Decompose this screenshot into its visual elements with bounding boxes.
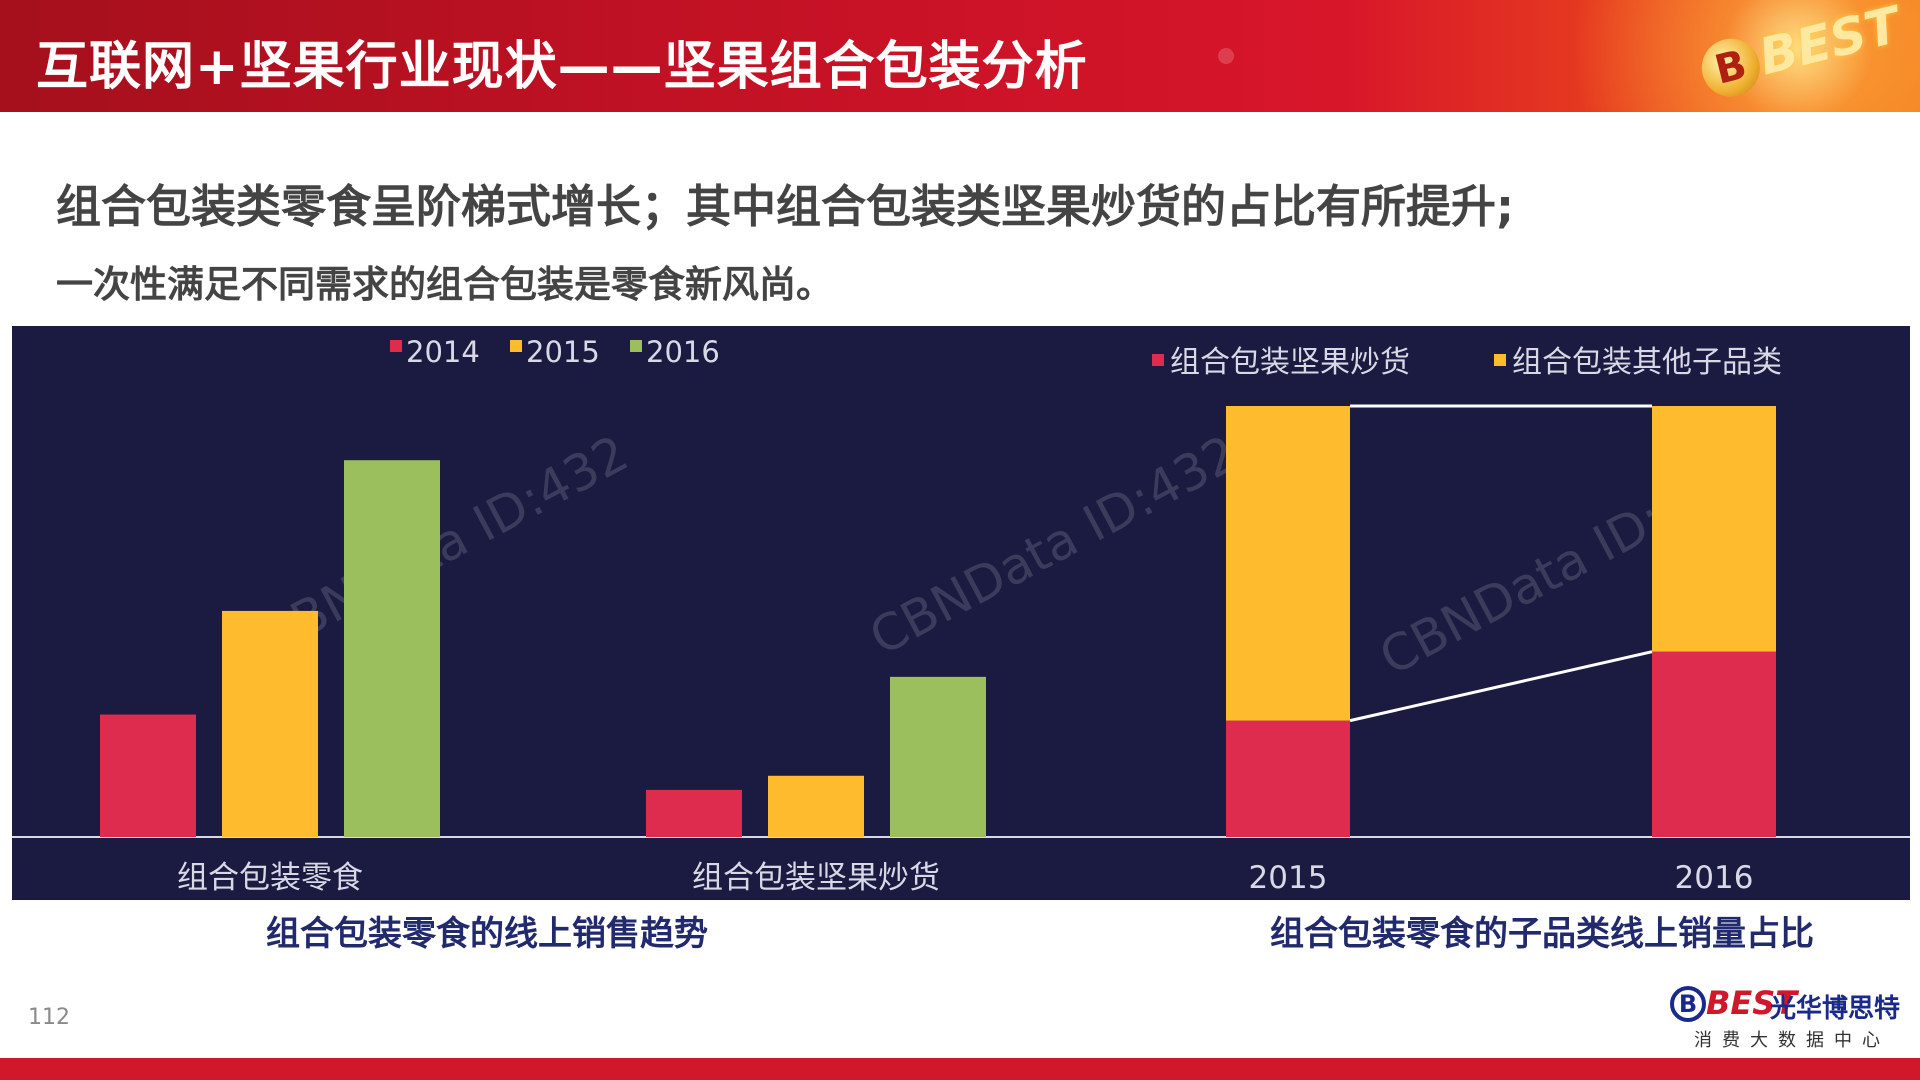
best-logo-emblem-icon: B [1695, 32, 1766, 103]
legend-label-2016: 2016 [646, 335, 720, 369]
bar-2015-0 [222, 610, 318, 837]
legend-swatch-0 [1152, 354, 1164, 366]
footer-logo-emblem-icon: B [1670, 986, 1706, 1022]
bar-2016-0 [344, 460, 440, 837]
legend-label-2015: 2015 [526, 335, 600, 369]
x-tick-label: 组合包装零食 [177, 860, 363, 896]
bar-2014-0 [100, 714, 196, 837]
chart-panel: CBNData ID:432 CBNData ID:432 CBNData ID:4… [12, 326, 1910, 900]
legend-label-2014: 2014 [406, 335, 480, 369]
subheadline-text: 一次性满足不同需求的组合包装是零食新风尚。 [56, 263, 833, 306]
footer-logo-subtitle: 消费大数据中心 [1694, 1030, 1890, 1051]
bar-2014-1 [646, 789, 742, 837]
header-banner: 互联网+坚果行业现状——坚果组合包装分析 B BEST [0, 0, 1920, 112]
legend-swatch-1 [1494, 354, 1506, 366]
legend-label-0: 组合包装坚果炒货 [1170, 345, 1410, 380]
stacked-bar-2015-0 [1226, 720, 1350, 837]
decorative-dot [1218, 48, 1234, 64]
headline-text: 组合包装类零食呈阶梯式增长；其中组合包装类坚果炒货的占比有所提升; [56, 180, 1514, 233]
legend-swatch-2014 [390, 340, 402, 352]
decorative-dot [1040, 70, 1048, 78]
stacked-bar-2016-1 [1652, 406, 1776, 652]
legend-label-1: 组合包装其他子品类 [1512, 345, 1782, 380]
chart-caption-right: 组合包装零食的子品类线上销量占比 [1270, 914, 1814, 954]
legend-swatch-2016 [630, 340, 642, 352]
chart-caption-left: 组合包装零食的线上销售趋势 [266, 914, 708, 954]
light-burst-decoration [1460, 0, 1920, 112]
stacked-bar-2016-0 [1652, 651, 1776, 837]
x-tick-label: 2016 [1675, 860, 1754, 896]
legend-swatch-2015 [510, 340, 522, 352]
footer-logo-name: 光华博思特 [1770, 994, 1901, 1024]
bar-2016-1 [890, 676, 986, 837]
x-tick-label: 2015 [1249, 860, 1328, 896]
page-number: 112 [28, 1005, 70, 1030]
connector-line-share [1349, 650, 1653, 723]
charts-svg: CBNData ID:432 CBNData ID:432 CBNData ID:4… [12, 335, 1910, 896]
x-tick-label: 组合包装坚果炒货 [692, 860, 940, 896]
bar-2015-1 [768, 775, 864, 837]
page-title: 互联网+坚果行业现状——坚果组合包装分析 [36, 37, 1088, 97]
footer-bar [0, 1058, 1920, 1080]
footer-logo: B BEST 光华博思特 消费大数据中心 [1670, 984, 1910, 1051]
stacked-bar-2015-1 [1226, 406, 1350, 721]
footer-logo-wordmark: BEST [1706, 984, 1798, 1022]
watermark-text: CBNData ID:432 [860, 424, 1247, 666]
